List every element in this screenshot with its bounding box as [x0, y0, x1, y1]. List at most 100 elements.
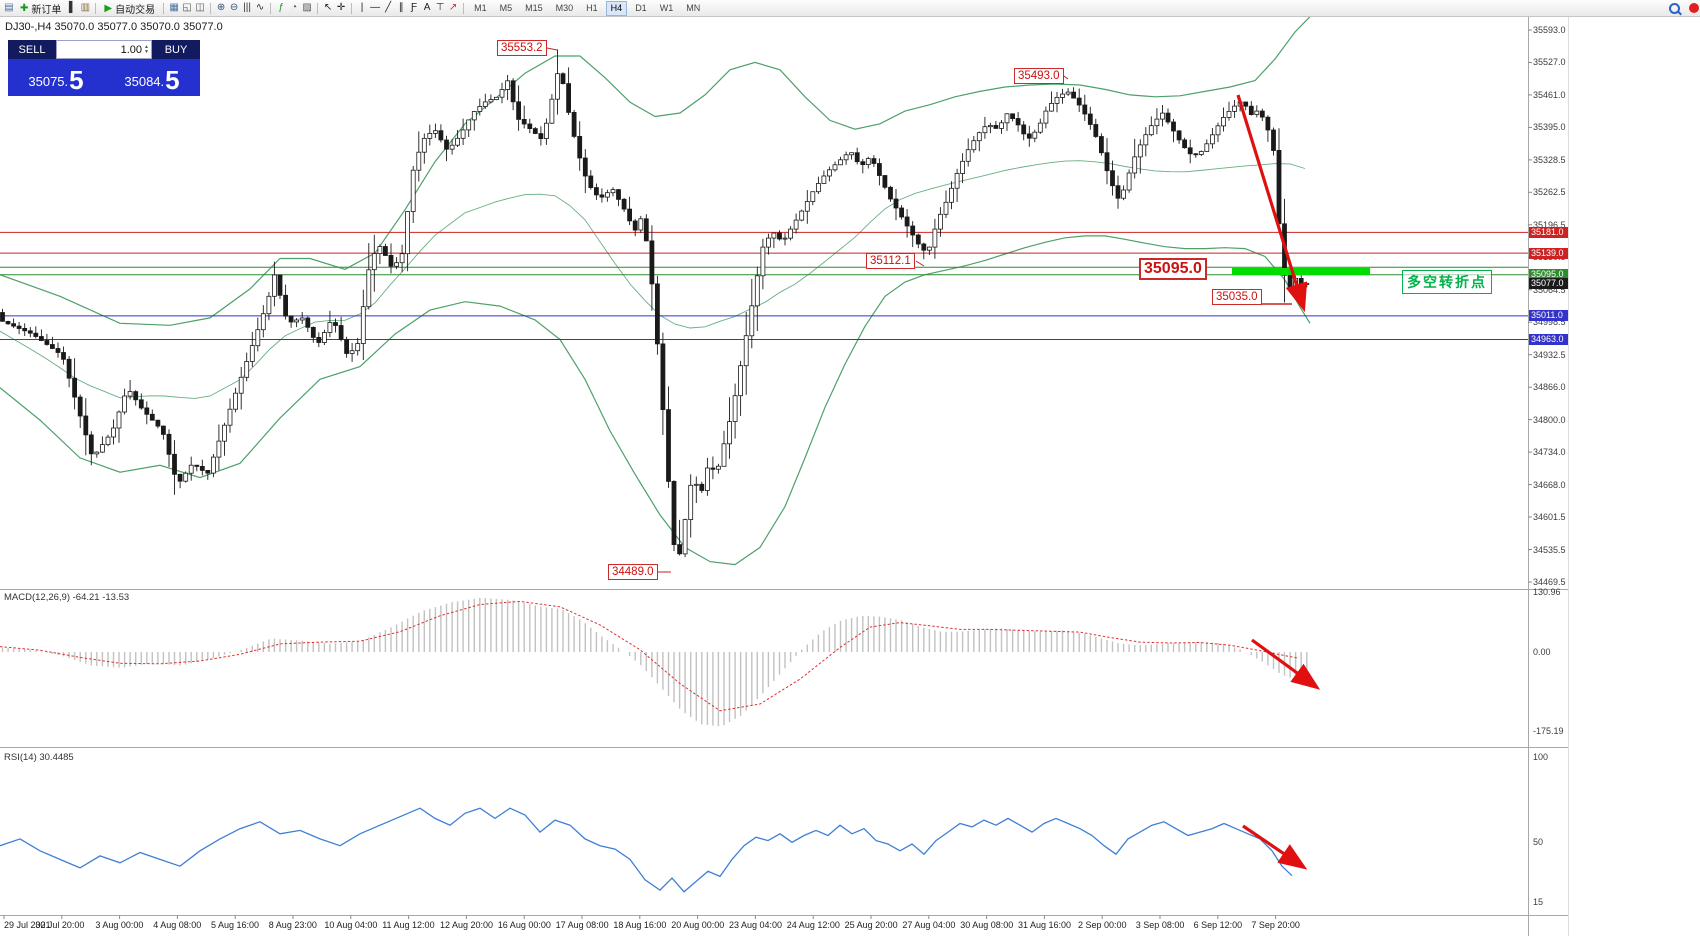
- cursor-icon[interactable]: ↖: [323, 2, 333, 13]
- y-axis-label: 34601.5: [1533, 512, 1566, 523]
- timeframe-button-m1[interactable]: M1: [474, 2, 487, 13]
- auto-trading-button-label: 自动交易: [115, 4, 156, 16]
- x-axis-label: 4 Aug 08:00: [153, 920, 202, 930]
- price-flag[interactable]: 35112.1: [866, 253, 915, 269]
- search-icon[interactable]: [1669, 2, 1680, 14]
- x-axis-label: 24 Aug 12:00: [786, 920, 840, 930]
- text-icon[interactable]: A: [423, 2, 431, 13]
- indicators-icon[interactable]: ƒ: [278, 2, 284, 13]
- buy-price[interactable]: 35084. 5: [104, 59, 200, 96]
- y-axis-label: 35064.5: [1533, 284, 1566, 295]
- zoom-out-icon[interactable]: ⊖: [229, 2, 239, 13]
- vertical-line-icon[interactable]: |: [360, 2, 364, 13]
- arrows-icon[interactable]: ↗: [448, 2, 458, 13]
- price-flag[interactable]: 35553.2: [497, 40, 547, 56]
- y-axis-label: 35262.5: [1533, 187, 1566, 198]
- volume-down-icon[interactable]: ▼: [144, 48, 149, 55]
- candles-layer: [0, 49, 1310, 558]
- price-level-badge: 35139.0: [1529, 247, 1568, 259]
- crosshair-icon[interactable]: ✛: [336, 2, 346, 13]
- label-icon[interactable]: ⊤: [435, 2, 445, 13]
- notification-badge[interactable]: [1689, 3, 1699, 13]
- toolbar-separator: [163, 2, 165, 14]
- one-click-trading-panel: SELL 1.00 ▲ ▼ BUY 35075. 5 35084. 5: [8, 40, 200, 96]
- x-axis-label: 29 Jul 2021: [4, 920, 51, 930]
- volume-up-icon[interactable]: ▲: [144, 43, 149, 50]
- x-axis-label: 18 Aug 16:00: [613, 920, 667, 930]
- x-axis-label: 5 Aug 16:00: [211, 920, 260, 930]
- buy-button[interactable]: BUY: [152, 40, 200, 59]
- y-axis-label: 35593.0: [1533, 25, 1566, 35]
- price-flag[interactable]: 34489.0: [608, 564, 658, 580]
- macd-scale-top: 130.96: [1533, 587, 1561, 597]
- cascade-windows-icon[interactable]: ◱: [182, 2, 192, 13]
- rsi-scale-mid: 50: [1533, 837, 1544, 847]
- chart-window-icon[interactable]: ▤: [4, 2, 14, 13]
- timeframe-button-w1[interactable]: W1: [659, 2, 674, 13]
- bar-chart-icon[interactable]: |||: [243, 2, 251, 13]
- auto-trading-button-icon: ▶: [104, 2, 113, 14]
- profiles-icon[interactable]: ▥: [80, 2, 91, 13]
- y-axis-label: 34535.5: [1533, 544, 1566, 555]
- macd-label: MACD(12,26,9) -64.21 -13.53: [4, 592, 130, 603]
- channel-icon[interactable]: ∥: [398, 2, 404, 13]
- x-axis-label: 11 Aug 12:00: [382, 920, 435, 930]
- volume-value: 1.00: [120, 43, 143, 56]
- panel-separators: [0, 17, 1569, 936]
- rsi-label: RSI(14) 30.4485: [4, 752, 74, 763]
- new-order-button[interactable]: ✚ 新订单: [16, 1, 65, 16]
- tile-windows-icon[interactable]: ◫: [195, 2, 205, 13]
- timeframe-button-m15[interactable]: M15: [525, 2, 543, 13]
- toolbar-separator: [317, 2, 319, 14]
- x-axis-label: 23 Aug 04:00: [729, 920, 783, 930]
- new-order-button-label: 新订单: [31, 4, 62, 16]
- fibonacci-icon[interactable]: Ƒ: [411, 2, 418, 13]
- volume-field[interactable]: 1.00 ▲ ▼: [56, 40, 152, 59]
- horizontal-line-icon[interactable]: —: [370, 2, 381, 13]
- sell-button[interactable]: SELL: [8, 40, 56, 59]
- rsi-scale-low: 15: [1533, 897, 1544, 907]
- zoom-in-icon[interactable]: ⊕: [216, 2, 226, 13]
- sell-price[interactable]: 35075. 5: [8, 59, 104, 96]
- y-axis-label: 35527.0: [1533, 57, 1566, 68]
- timeframe-button-mn[interactable]: MN: [686, 2, 701, 13]
- x-axis-label: 3 Sep 08:00: [1135, 920, 1185, 930]
- timeframe-button-m30[interactable]: M30: [555, 2, 574, 13]
- x-axis-label: 25 Aug 20:00: [844, 920, 898, 930]
- timeframe-button-h1[interactable]: H1: [586, 2, 598, 13]
- period-icon[interactable]: ◔: [291, 2, 298, 13]
- x-axis-label: 7 Sep 20:00: [1251, 920, 1300, 930]
- toolbar-separator: [351, 2, 353, 14]
- x-axis-label: 27 Aug 04:00: [902, 920, 956, 930]
- templates-icon[interactable]: ▨: [302, 2, 312, 13]
- timeframe-button-h4[interactable]: H4: [605, 0, 628, 16]
- trendline-icon[interactable]: ╱: [385, 2, 392, 13]
- price-flag[interactable]: 35095.0: [1139, 258, 1207, 280]
- buy-price-main: 35084.: [124, 74, 165, 89]
- y-axis-label: 34998.5: [1533, 317, 1566, 328]
- y-axis-label: 34866.0: [1533, 382, 1566, 393]
- x-axis-label: 30 Jul 20:00: [35, 920, 85, 930]
- y-axis-label: 35196.5: [1533, 219, 1566, 230]
- x-axis-label: 2 Sep 00:00: [1078, 920, 1127, 930]
- y-axis-label: 34800.0: [1533, 414, 1566, 425]
- new-chart-icon[interactable]: ▦: [169, 2, 179, 13]
- chart-candle-icon[interactable]: ▌: [68, 2, 76, 13]
- volume-stepper[interactable]: ▲ ▼: [144, 43, 149, 55]
- line-chart-icon[interactable]: ∿: [255, 2, 265, 13]
- price-flag[interactable]: 35035.0: [1212, 289, 1262, 305]
- auto-trading-button[interactable]: ▶ 自动交易: [100, 1, 159, 16]
- price-level-badge: 35011.0: [1529, 310, 1568, 322]
- rsi-panel-plot: [0, 807, 1293, 893]
- y-axis-label: 34469.5: [1533, 576, 1566, 587]
- pivot-note-label[interactable]: 多空转折点: [1402, 270, 1492, 294]
- new-order-button-icon: ✚: [20, 2, 29, 14]
- annotation-objects[interactable]: [546, 47, 1370, 870]
- chart-symbol-header: DJ30-,H4 35070.0 35077.0 35070.0 35077.0: [5, 21, 223, 33]
- timeframe-button-d1[interactable]: D1: [635, 2, 647, 13]
- buy-price-frac: 5: [165, 65, 180, 95]
- price-flag[interactable]: 35493.0: [1014, 68, 1064, 84]
- timeframe-button-m5[interactable]: M5: [499, 2, 513, 13]
- y-axis-label: 34932.5: [1533, 349, 1566, 360]
